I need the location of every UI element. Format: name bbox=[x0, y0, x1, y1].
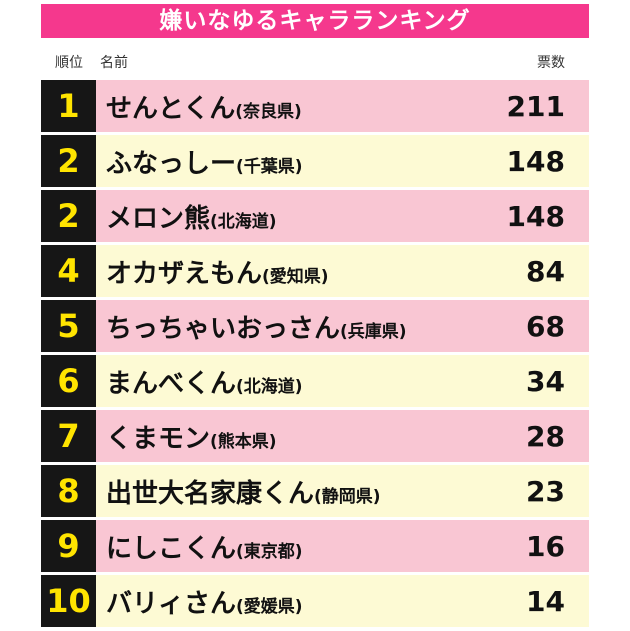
character-name: メロン熊(北海道) bbox=[106, 198, 277, 235]
table-row: 9 にしこくん(東京都) 16 bbox=[41, 520, 589, 572]
character-name: オカザえもん(愛知県) bbox=[106, 253, 329, 290]
row-body: せんとくん(奈良県) 211 bbox=[96, 80, 589, 132]
rank-cell: 5 bbox=[41, 300, 96, 352]
character-name: くまモン(熊本県) bbox=[106, 418, 277, 455]
rank-cell: 4 bbox=[41, 245, 96, 297]
character-name-text: 出世大名家康くん bbox=[106, 478, 315, 509]
character-name-text: オカザえもん bbox=[106, 258, 263, 289]
row-body: オカザえもん(愛知県) 84 bbox=[96, 245, 589, 297]
character-name-text: バリィさん bbox=[106, 588, 237, 619]
character-name-text: まんべくん bbox=[106, 368, 237, 399]
vote-count: 68 bbox=[526, 309, 565, 343]
table-row: 6 まんべくん(北海道) 34 bbox=[41, 355, 589, 407]
rank-cell: 7 bbox=[41, 410, 96, 462]
vote-count: 148 bbox=[506, 199, 565, 233]
character-name: まんべくん(北海道) bbox=[106, 363, 303, 400]
rank-cell: 8 bbox=[41, 465, 96, 517]
row-body: ちっちゃいおっさん(兵庫県) 68 bbox=[96, 300, 589, 352]
vote-count: 84 bbox=[526, 254, 565, 288]
vote-count: 14 bbox=[526, 584, 565, 618]
rank-cell: 9 bbox=[41, 520, 96, 572]
character-name: ちっちゃいおっさん(兵庫県) bbox=[106, 308, 407, 345]
character-name-text: ふなっしー bbox=[106, 148, 237, 179]
character-name: せんとくん(奈良県) bbox=[106, 88, 302, 125]
prefecture-label: (東京都) bbox=[236, 541, 303, 562]
table-row: 2 メロン熊(北海道) 148 bbox=[41, 190, 589, 242]
table-row: 1 せんとくん(奈良県) 211 bbox=[41, 80, 589, 132]
rank-cell: 2 bbox=[41, 135, 96, 187]
character-name-text: ちっちゃいおっさん bbox=[106, 313, 341, 344]
table-row: 7 くまモン(熊本県) 28 bbox=[41, 410, 589, 462]
rank-cell: 10 bbox=[41, 575, 96, 627]
character-name-text: せんとくん bbox=[106, 93, 236, 124]
prefecture-label: (千葉県) bbox=[236, 156, 303, 177]
prefecture-label: (北海道) bbox=[236, 376, 303, 397]
row-body: くまモン(熊本県) 28 bbox=[96, 410, 589, 462]
character-name: バリィさん(愛媛県) bbox=[106, 583, 303, 620]
character-name: 出世大名家康くん(静岡県) bbox=[106, 473, 381, 510]
row-body: にしこくん(東京都) 16 bbox=[96, 520, 589, 572]
rank-cell: 2 bbox=[41, 190, 96, 242]
prefecture-label: (静岡県) bbox=[314, 486, 381, 507]
character-name: にしこくん(東京都) bbox=[106, 528, 303, 565]
table-row: 4 オカザえもん(愛知県) 84 bbox=[41, 245, 589, 297]
vote-count: 34 bbox=[526, 364, 565, 398]
row-body: 出世大名家康くん(静岡県) 23 bbox=[96, 465, 589, 517]
table-row: 8 出世大名家康くん(静岡県) 23 bbox=[41, 465, 589, 517]
table-row: 10 バリィさん(愛媛県) 14 bbox=[41, 575, 589, 627]
column-header-name: 名前 bbox=[100, 55, 128, 71]
column-header-rank: 順位 bbox=[55, 55, 83, 71]
table-row: 2 ふなっしー(千葉県) 148 bbox=[41, 135, 589, 187]
column-header-row: 順位 名前 票数 bbox=[41, 38, 589, 80]
character-name-text: くまモン bbox=[106, 423, 211, 454]
prefecture-label: (熊本県) bbox=[210, 431, 277, 452]
prefecture-label: (兵庫県) bbox=[340, 321, 407, 342]
rank-cell: 1 bbox=[41, 80, 96, 132]
character-name: ふなっしー(千葉県) bbox=[106, 143, 303, 180]
prefecture-label: (愛知県) bbox=[262, 266, 329, 287]
column-header-votes: 票数 bbox=[537, 55, 565, 71]
vote-count: 16 bbox=[526, 529, 565, 563]
prefecture-label: (北海道) bbox=[210, 211, 277, 232]
vote-count: 23 bbox=[526, 474, 565, 508]
vote-count: 148 bbox=[506, 144, 565, 178]
row-body: まんべくん(北海道) 34 bbox=[96, 355, 589, 407]
ranking-table: 1 せんとくん(奈良県) 211 2 ふなっしー(千葉県) 148 2 メロン熊… bbox=[41, 80, 589, 627]
rank-cell: 6 bbox=[41, 355, 96, 407]
character-name-text: メロン熊 bbox=[106, 203, 211, 234]
table-row: 5 ちっちゃいおっさん(兵庫県) 68 bbox=[41, 300, 589, 352]
prefecture-label: (奈良県) bbox=[235, 101, 302, 122]
row-body: ふなっしー(千葉県) 148 bbox=[96, 135, 589, 187]
page-title: 嫌いなゆるキャラランキング bbox=[41, 4, 589, 38]
row-body: メロン熊(北海道) 148 bbox=[96, 190, 589, 242]
row-body: バリィさん(愛媛県) 14 bbox=[96, 575, 589, 627]
vote-count: 211 bbox=[506, 89, 565, 123]
character-name-text: にしこくん bbox=[106, 533, 237, 564]
prefecture-label: (愛媛県) bbox=[236, 596, 303, 617]
vote-count: 28 bbox=[526, 419, 565, 453]
